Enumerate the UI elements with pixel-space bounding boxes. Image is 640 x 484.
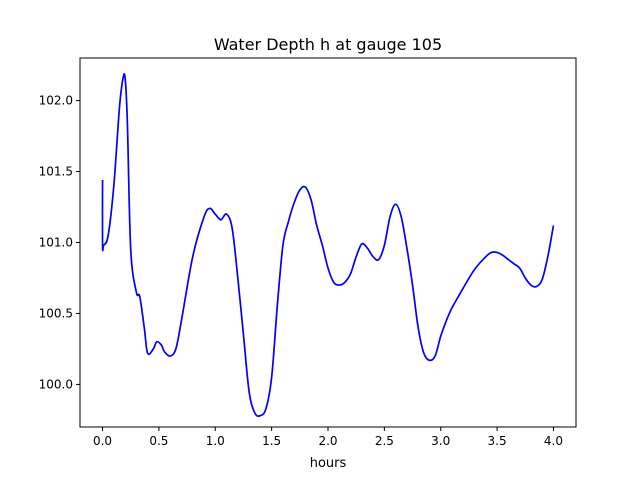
y-tick-label: 101.0 bbox=[39, 236, 73, 250]
axes-frame bbox=[79, 57, 577, 428]
series-line bbox=[101, 73, 555, 417]
x-tick-label: 1.5 bbox=[262, 434, 281, 448]
x-tick-label: 1.0 bbox=[206, 434, 225, 448]
x-tick-label: 3.0 bbox=[431, 434, 450, 448]
x-tick-label: 2.5 bbox=[375, 434, 394, 448]
x-axis-label: hours bbox=[310, 456, 347, 471]
y-tick-label: 100.5 bbox=[39, 306, 73, 320]
y-tick-label: 101.5 bbox=[39, 165, 73, 179]
x-tick-label: 4.0 bbox=[544, 434, 563, 448]
chart-title: Water Depth h at gauge 105 bbox=[214, 35, 442, 54]
x-tick-label: 3.5 bbox=[488, 434, 507, 448]
y-tick-label: 100.0 bbox=[39, 377, 73, 391]
plot-area bbox=[80, 58, 576, 427]
x-tick-label: 2.0 bbox=[318, 434, 337, 448]
series-layer bbox=[101, 73, 555, 417]
x-tick-label: 0.0 bbox=[93, 434, 112, 448]
y-tick-label: 102.0 bbox=[39, 94, 73, 108]
ticks-layer: 0.0 0.5 1.0 1.5 2.0 2.5 3.0 3.5 4.0 100.0 100.5 101… bbox=[39, 94, 563, 448]
x-tick-label: 0.5 bbox=[149, 434, 168, 448]
